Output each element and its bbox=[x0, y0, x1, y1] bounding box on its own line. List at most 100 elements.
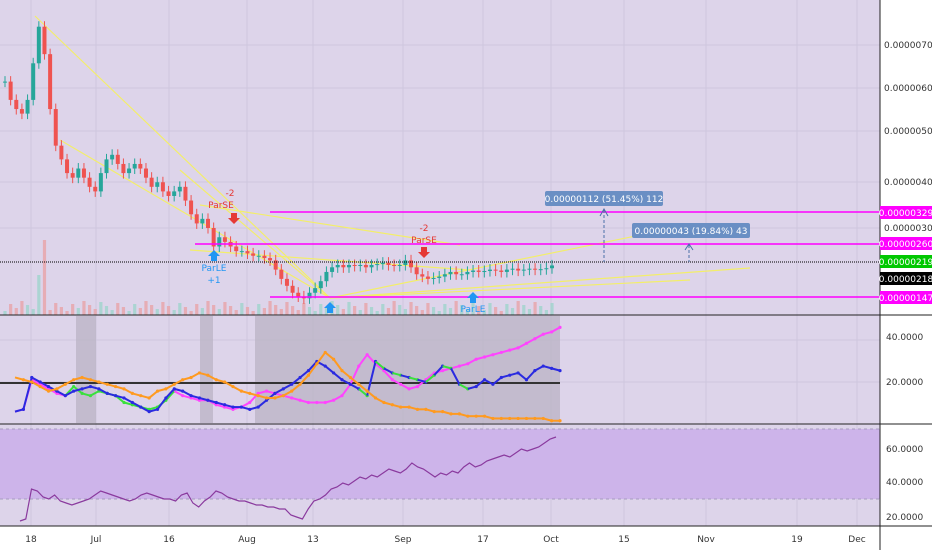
candle-body bbox=[510, 268, 515, 270]
volume-bar bbox=[494, 307, 498, 315]
volume-bar bbox=[403, 309, 407, 315]
candle-body bbox=[442, 274, 447, 277]
dmi-line-segment bbox=[349, 376, 360, 386]
volume-bar bbox=[296, 310, 300, 315]
dmi-line-segment bbox=[291, 376, 301, 386]
volume-bar bbox=[415, 306, 419, 315]
trendline bbox=[199, 204, 461, 246]
dmi-line-segment bbox=[156, 397, 167, 410]
x-tick-label: 18 bbox=[25, 535, 37, 545]
volume-bar bbox=[426, 303, 430, 315]
price-tag-support-box bbox=[880, 291, 932, 304]
candle-body bbox=[499, 270, 504, 272]
volume-bar bbox=[358, 310, 362, 315]
volume-bar bbox=[37, 275, 41, 315]
candle-body bbox=[352, 265, 357, 266]
volume-bar bbox=[200, 308, 204, 315]
volume-bar bbox=[20, 301, 24, 315]
volume-bar bbox=[87, 305, 92, 315]
candle-body bbox=[431, 277, 436, 279]
volume-bar bbox=[82, 301, 86, 315]
measure-label-1[interactable]: 0.00000112 (51.45%) 112 bbox=[545, 191, 664, 206]
candle-body bbox=[143, 168, 148, 178]
candle-body bbox=[290, 285, 295, 293]
candle-body bbox=[222, 237, 227, 242]
volume-bar bbox=[206, 301, 210, 315]
sell-signal-1-label: ParSE bbox=[208, 201, 234, 211]
volume-bar bbox=[533, 302, 537, 315]
dmi-line-segment bbox=[307, 363, 318, 376]
volume-bar bbox=[76, 308, 80, 315]
candle-body bbox=[273, 260, 278, 270]
candle-body bbox=[239, 251, 244, 253]
candle-body bbox=[3, 81, 7, 83]
volume-bar bbox=[505, 304, 509, 315]
measure-label-2[interactable]: 0.00000043 (19.84%) 43 bbox=[632, 223, 750, 238]
dmi-line-segment bbox=[265, 392, 276, 402]
candle-body bbox=[31, 63, 36, 100]
candle-body bbox=[127, 168, 132, 174]
x-tick-label: Nov bbox=[697, 535, 715, 545]
measure-label-1-box bbox=[545, 191, 663, 206]
volume-bar bbox=[341, 309, 345, 315]
dmi-line-segment bbox=[475, 378, 486, 388]
volume-bar bbox=[274, 305, 278, 315]
volume-bar bbox=[144, 301, 148, 315]
volume-bar bbox=[268, 301, 272, 315]
candle-body bbox=[459, 274, 464, 276]
volume-bar bbox=[510, 308, 515, 315]
volume-bar bbox=[482, 310, 486, 315]
time-axis[interactable]: 18 Jul 16 Aug 13 Sep 17 Oct 15 Nov 19 De… bbox=[25, 535, 865, 545]
candle-body bbox=[155, 182, 160, 187]
rsi-pane[interactable] bbox=[0, 428, 880, 522]
candle-body bbox=[341, 265, 346, 268]
volume-bar bbox=[420, 310, 424, 315]
volume-bar bbox=[48, 310, 52, 315]
candle-body bbox=[8, 81, 13, 100]
candle-body bbox=[375, 264, 380, 266]
dmi-line-segment bbox=[257, 399, 268, 408]
dmi-shade-zone bbox=[76, 316, 96, 423]
candle-body bbox=[268, 258, 273, 261]
x-tick-label: 17 bbox=[477, 535, 488, 545]
volume-bar bbox=[245, 307, 250, 315]
volume-bar bbox=[31, 309, 35, 315]
candle-body bbox=[335, 265, 340, 268]
buy-signal-2-label: ParLE bbox=[461, 305, 486, 315]
candle-body bbox=[177, 186, 182, 192]
price-tag-last-box bbox=[880, 255, 932, 268]
volume-bar bbox=[550, 303, 554, 315]
dmi-shaded-zones bbox=[76, 316, 560, 423]
directional-movement-pane[interactable] bbox=[0, 316, 562, 423]
candle-body bbox=[53, 109, 58, 146]
dmi-point bbox=[558, 325, 562, 329]
candle-body bbox=[516, 268, 521, 271]
sell-signal-2-count: -2 bbox=[420, 224, 429, 234]
dmi-line-segment bbox=[425, 374, 435, 383]
volume-bar bbox=[285, 302, 289, 315]
volume-bar bbox=[195, 304, 199, 315]
dmi-line-segment bbox=[341, 383, 352, 397]
candle-body bbox=[369, 265, 374, 268]
price-pane[interactable] bbox=[0, 15, 880, 315]
volume-bar bbox=[183, 307, 188, 315]
volume-bar bbox=[336, 305, 340, 315]
volume-bar bbox=[14, 308, 18, 315]
candle-body bbox=[324, 271, 329, 282]
dmi-line-segment bbox=[341, 369, 352, 379]
candle-body bbox=[19, 109, 24, 114]
candle-body bbox=[234, 246, 239, 252]
volume-bar bbox=[172, 310, 176, 315]
volume-bar bbox=[465, 309, 470, 315]
candle-body bbox=[183, 186, 188, 201]
candle-body bbox=[544, 268, 549, 270]
volume-bar bbox=[527, 309, 532, 315]
buy-signal-1-label: ParLE bbox=[202, 264, 227, 274]
price-tag-level: 0.00000260 bbox=[879, 240, 932, 250]
dmi-line-segment bbox=[316, 351, 327, 365]
dmi-line-segment bbox=[366, 361, 377, 396]
volume-bar bbox=[257, 304, 261, 315]
